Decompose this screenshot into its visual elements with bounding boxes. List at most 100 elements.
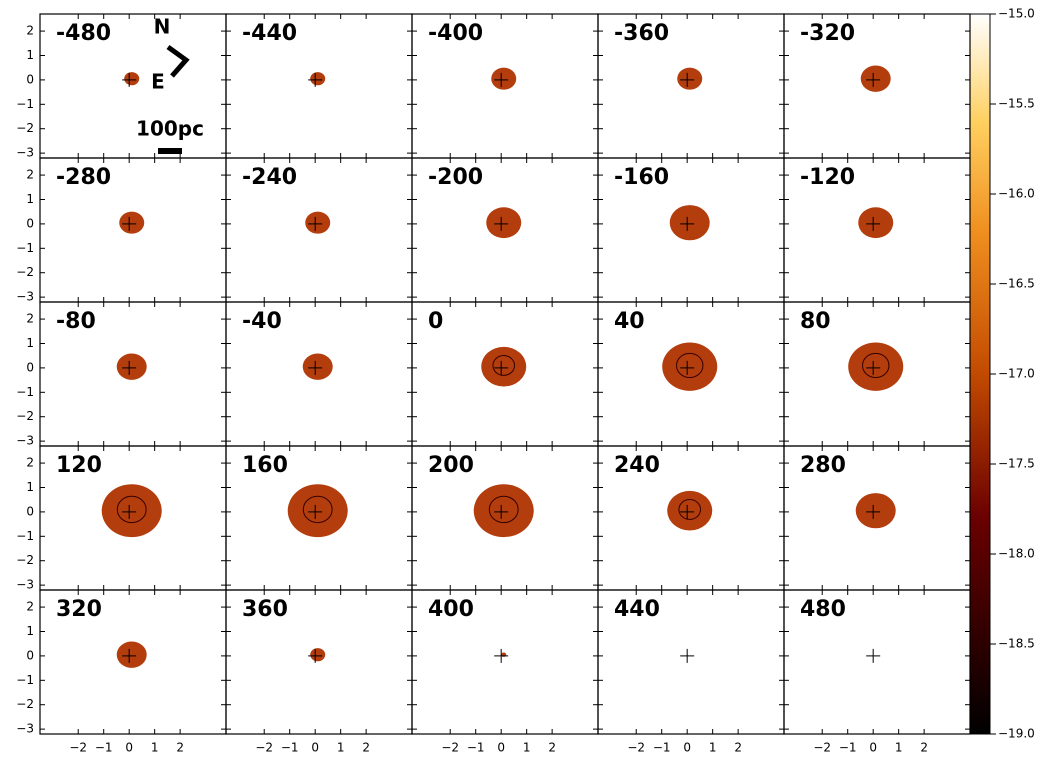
y-tick-label: 0 bbox=[26, 648, 34, 662]
scale-label: 100pc bbox=[136, 117, 204, 141]
x-tick-label: 0 bbox=[497, 741, 505, 755]
panel: 40 bbox=[598, 302, 784, 446]
panel-label: -280 bbox=[56, 165, 111, 190]
panel-label: -480 bbox=[56, 21, 111, 46]
y-tick-label: −1 bbox=[16, 673, 34, 687]
panel: -120 bbox=[784, 158, 970, 302]
x-tick-label: −1 bbox=[467, 741, 485, 755]
y-tick-label: 2 bbox=[26, 600, 34, 614]
colorbar-tick-label: −17.0 bbox=[998, 367, 1035, 381]
panel: 240 bbox=[598, 446, 784, 590]
figure: N E 100pc −3−2−1012-480-440-400-360-320−… bbox=[0, 0, 1044, 762]
x-tick-label: 1 bbox=[523, 741, 531, 755]
panel-label: -240 bbox=[242, 165, 297, 190]
x-tick-label: 2 bbox=[362, 741, 370, 755]
panel-label: -120 bbox=[800, 165, 855, 190]
y-tick-label: 2 bbox=[26, 312, 34, 326]
y-tick-label: −3 bbox=[16, 722, 34, 736]
panel: -440 bbox=[226, 14, 412, 158]
colorbar-tick-label: −18.5 bbox=[998, 637, 1035, 651]
y-tick-label: −1 bbox=[16, 385, 34, 399]
emission bbox=[848, 342, 903, 390]
x-tick-label: −2 bbox=[255, 741, 273, 755]
colorbar bbox=[970, 14, 990, 734]
panel: 0 bbox=[412, 302, 598, 446]
emission bbox=[305, 212, 330, 234]
y-tick-label: 1 bbox=[26, 192, 34, 206]
north-label: N bbox=[154, 15, 171, 39]
colorbar-tick-label: −15.0 bbox=[998, 7, 1035, 21]
panel-label: 200 bbox=[428, 453, 474, 478]
x-tick-label: −1 bbox=[281, 741, 299, 755]
panel-label: 320 bbox=[56, 597, 102, 622]
x-tick-label: 2 bbox=[920, 741, 928, 755]
y-tick-label: −2 bbox=[16, 553, 34, 567]
emission bbox=[102, 484, 162, 537]
panel-label: 440 bbox=[614, 597, 660, 622]
emission bbox=[117, 353, 147, 379]
y-tick-label: −2 bbox=[16, 265, 34, 279]
y-tick-label: −2 bbox=[16, 409, 34, 423]
x-tick-label: 0 bbox=[311, 741, 319, 755]
panel: -320 bbox=[784, 14, 970, 158]
panel: -40 bbox=[226, 302, 412, 446]
panel-label: -200 bbox=[428, 165, 483, 190]
panel: 200 bbox=[412, 446, 598, 590]
x-tick-label: −1 bbox=[95, 741, 113, 755]
emission bbox=[310, 72, 325, 85]
panel-label: 0 bbox=[428, 309, 443, 334]
emission bbox=[288, 484, 348, 537]
panel-label: 480 bbox=[800, 597, 846, 622]
x-tick-label: 1 bbox=[151, 741, 159, 755]
panel: -400 bbox=[412, 14, 598, 158]
y-tick-label: 2 bbox=[26, 24, 34, 38]
emission bbox=[861, 65, 891, 91]
emission bbox=[119, 212, 144, 234]
panel-label: -400 bbox=[428, 21, 483, 46]
panel: −2−1012360 bbox=[226, 590, 412, 755]
x-tick-label: −2 bbox=[813, 741, 831, 755]
emission bbox=[310, 648, 325, 661]
x-tick-label: 2 bbox=[176, 741, 184, 755]
panel-label: 40 bbox=[614, 309, 645, 334]
panel-label: 120 bbox=[56, 453, 102, 478]
y-tick-label: 2 bbox=[26, 456, 34, 470]
x-tick-label: −1 bbox=[653, 741, 671, 755]
y-tick-label: 1 bbox=[26, 480, 34, 494]
emission bbox=[303, 353, 333, 379]
panel-label: -320 bbox=[800, 21, 855, 46]
panel-label: -80 bbox=[56, 309, 96, 334]
y-tick-label: −3 bbox=[16, 434, 34, 448]
colorbar-tick-label: −18.0 bbox=[998, 547, 1035, 561]
panel-label: 360 bbox=[242, 597, 288, 622]
x-tick-label: −2 bbox=[627, 741, 645, 755]
emission bbox=[124, 72, 139, 85]
panel-label: -360 bbox=[614, 21, 669, 46]
emission bbox=[677, 68, 702, 90]
y-tick-label: −3 bbox=[16, 146, 34, 160]
x-tick-label: 1 bbox=[709, 741, 717, 755]
y-tick-label: 0 bbox=[26, 504, 34, 518]
y-tick-label: 0 bbox=[26, 72, 34, 86]
y-tick-label: −1 bbox=[16, 241, 34, 255]
colorbar-tick-label: −19.0 bbox=[998, 727, 1035, 741]
panel: 280 bbox=[784, 446, 970, 590]
y-tick-label: −1 bbox=[16, 529, 34, 543]
y-tick-label: −3 bbox=[16, 578, 34, 592]
emission bbox=[491, 68, 516, 90]
emission bbox=[670, 205, 710, 240]
panel: -360 bbox=[598, 14, 784, 158]
panel: 160 bbox=[226, 446, 412, 590]
y-tick-label: −3 bbox=[16, 290, 34, 304]
panel: -160 bbox=[598, 158, 784, 302]
x-tick-label: 2 bbox=[548, 741, 556, 755]
panel-label: 240 bbox=[614, 453, 660, 478]
x-tick-label: −1 bbox=[839, 741, 857, 755]
emission bbox=[486, 207, 521, 238]
compass bbox=[168, 47, 186, 76]
emission bbox=[858, 207, 893, 238]
y-tick-label: 1 bbox=[26, 336, 34, 350]
